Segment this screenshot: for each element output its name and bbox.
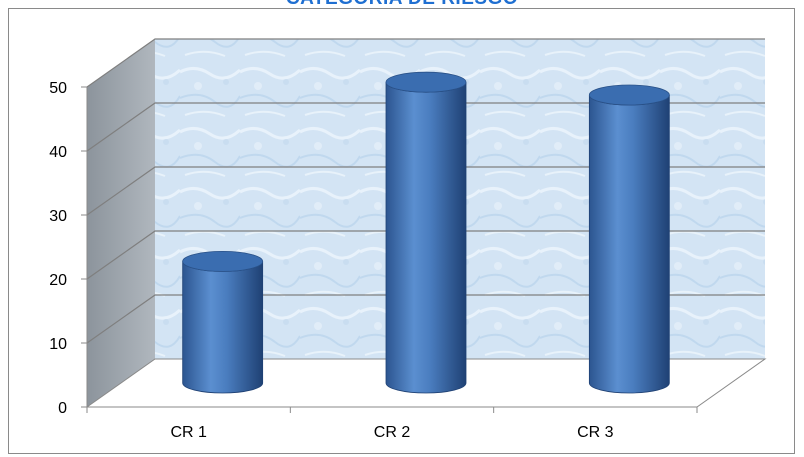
bar-1 bbox=[182, 250, 264, 394]
gridline bbox=[86, 230, 765, 280]
bar-top bbox=[588, 84, 670, 106]
gridline bbox=[86, 102, 765, 152]
bar-top bbox=[182, 250, 264, 272]
x-tick-label: CR 1 bbox=[170, 424, 207, 441]
y-tick-label: 0 bbox=[58, 400, 67, 417]
axes bbox=[86, 87, 698, 413]
y-tick-label: 20 bbox=[49, 272, 67, 289]
x-tick-label: CR 2 bbox=[374, 424, 411, 441]
bar-top bbox=[385, 71, 467, 93]
y-tick-label: 30 bbox=[49, 208, 67, 225]
chart-title: CATEGORIA DE RIESGO bbox=[0, 0, 804, 12]
gridlines bbox=[81, 38, 765, 408]
bar-body bbox=[182, 261, 264, 394]
y-tick-label: 10 bbox=[49, 336, 67, 353]
x-tick-labels: CR 1 CR 2 CR 3 bbox=[170, 424, 613, 441]
bar-2 bbox=[385, 71, 467, 394]
gridline bbox=[86, 38, 765, 88]
y-tick-label: 50 bbox=[49, 80, 67, 97]
side-wall bbox=[87, 39, 155, 407]
bar-body bbox=[385, 82, 467, 394]
gridline bbox=[86, 166, 765, 216]
x-tick-label: CR 3 bbox=[577, 424, 614, 441]
bar-body bbox=[588, 94, 670, 394]
bar-3 bbox=[588, 84, 670, 394]
y-tick-labels: 0 10 20 30 40 50 bbox=[49, 80, 67, 417]
bars bbox=[182, 71, 670, 394]
gridline bbox=[86, 294, 765, 344]
y-tick-label: 40 bbox=[49, 144, 67, 161]
